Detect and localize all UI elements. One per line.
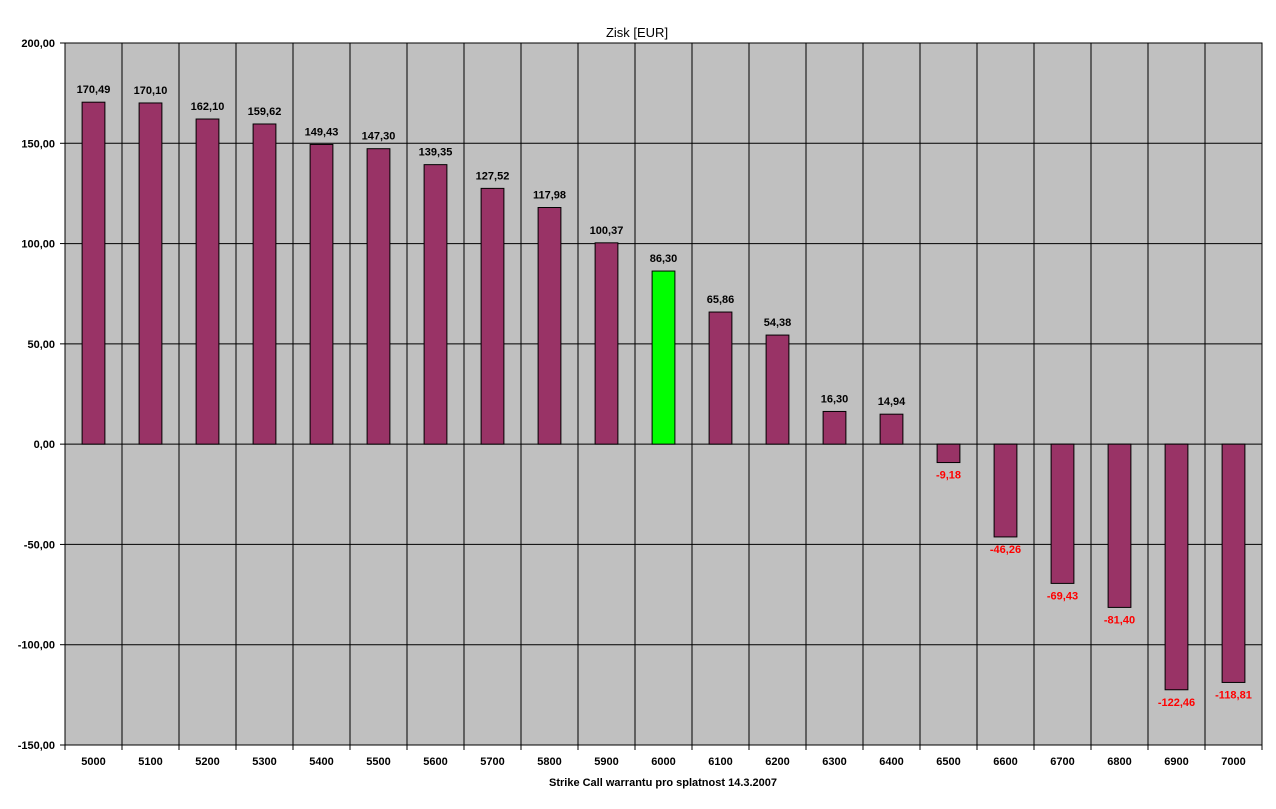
bar [594, 242, 619, 445]
y-tick-label: 200,00 [21, 38, 55, 50]
data-label: 54,38 [764, 317, 792, 329]
data-label: -118,81 [1215, 689, 1252, 701]
data-label: 14,94 [878, 396, 906, 408]
data-label: 16,30 [821, 393, 849, 405]
bar [252, 123, 277, 445]
bar [1107, 443, 1132, 608]
x-tick-label: 6600 [993, 756, 1017, 768]
bar [708, 311, 733, 445]
data-label: 86,30 [650, 253, 678, 265]
bar [309, 143, 334, 445]
bar [195, 118, 220, 445]
bar [480, 187, 505, 445]
x-tick-label: 5600 [423, 756, 447, 768]
data-label: 117,98 [533, 190, 566, 202]
y-tick-label: 150,00 [21, 138, 55, 150]
x-tick-label: 5500 [366, 756, 390, 768]
data-label: 65,86 [707, 294, 735, 306]
bar [423, 164, 448, 445]
bar [537, 207, 562, 445]
x-axis-ticks: 5000 5100 5200 5300 5400 5500 5600 5700 5800 5900… [64, 745, 1263, 768]
x-tick-label: 5800 [537, 756, 561, 768]
data-label: -122,46 [1158, 697, 1195, 709]
x-tick-label: 6800 [1107, 756, 1131, 768]
bar [1221, 443, 1246, 683]
x-tick-label: 6100 [708, 756, 732, 768]
y-axis-ticks: 200,00 150,00 100,00 50,00 0,00 -50,00 -100,00… [18, 38, 65, 752]
bar [879, 413, 904, 445]
chart-title: Zisk [EUR] [606, 25, 668, 40]
x-tick-label: 7000 [1221, 756, 1245, 768]
bar [1164, 443, 1189, 691]
data-label: -81,40 [1104, 614, 1135, 626]
data-label: 147,30 [362, 131, 396, 143]
y-tick-label: 50,00 [27, 339, 55, 351]
data-label: 170,10 [134, 85, 168, 97]
data-label: 100,37 [590, 225, 624, 237]
data-label: -9,18 [936, 470, 961, 482]
y-tick-label: -100,00 [18, 640, 55, 652]
data-labels: 170,49 170,10 162,10 159,62 149,43 147,30 139,… [77, 84, 1252, 709]
y-tick-label: 100,00 [21, 239, 55, 251]
x-tick-label: 5900 [594, 756, 618, 768]
data-label: 139,35 [419, 147, 453, 159]
x-tick-label: 5400 [309, 756, 333, 768]
x-tick-label: 6200 [765, 756, 789, 768]
data-label: 170,49 [77, 84, 111, 96]
x-axis-label: Strike Call warrantu pro splatnost 14.3.… [549, 777, 777, 789]
y-tick-label: -150,00 [18, 740, 55, 752]
bar [936, 443, 961, 464]
x-tick-label: 6000 [651, 756, 675, 768]
bar [765, 334, 790, 445]
y-tick-label: -50,00 [24, 539, 55, 551]
bar [366, 148, 391, 445]
bar [651, 270, 676, 445]
x-tick-label: 5300 [252, 756, 276, 768]
x-tick-label: 5700 [480, 756, 504, 768]
data-label: 149,43 [305, 126, 339, 138]
x-tick-label: 5000 [81, 756, 105, 768]
bar [822, 410, 847, 445]
x-tick-label: 6300 [822, 756, 846, 768]
x-tick-label: 5200 [195, 756, 219, 768]
x-tick-label: 6700 [1050, 756, 1074, 768]
data-label: 159,62 [248, 106, 282, 118]
bar [81, 101, 106, 445]
bar [138, 102, 163, 445]
x-tick-label: 5100 [138, 756, 162, 768]
data-label: -69,43 [1047, 590, 1078, 602]
bar [993, 443, 1018, 538]
data-label: -46,26 [990, 544, 1021, 556]
bar [1050, 443, 1075, 584]
x-tick-label: 6500 [936, 756, 960, 768]
bars [81, 101, 1246, 691]
x-tick-label: 6400 [879, 756, 903, 768]
data-label: 127,52 [476, 170, 510, 182]
x-tick-label: 6900 [1164, 756, 1188, 768]
data-label: 162,10 [191, 101, 225, 113]
y-tick-label: 0,00 [34, 439, 55, 451]
